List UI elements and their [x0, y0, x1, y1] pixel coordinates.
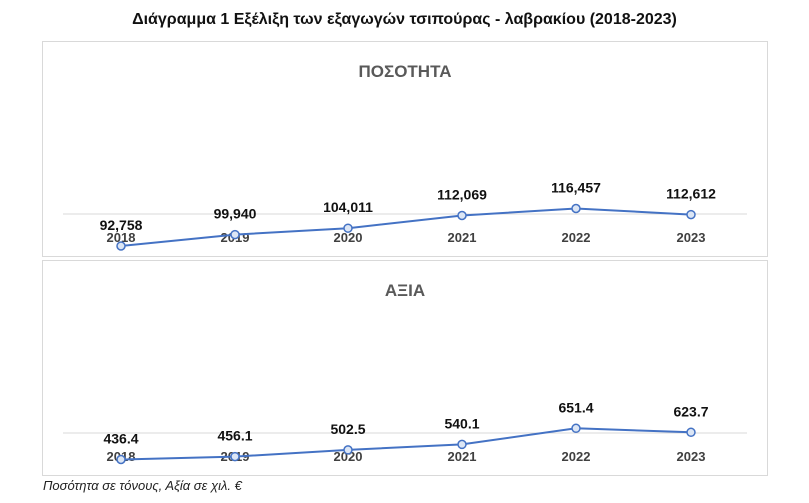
- value-data-point: [343, 445, 353, 455]
- quantity-data-label: 112,069: [437, 187, 487, 203]
- value-data-label: 540.1: [444, 415, 479, 431]
- quantity-data-label: 112,612: [666, 186, 716, 202]
- quantity-data-point: [116, 241, 126, 251]
- quantity-chart-title: ΠΟΣΟΤΗΤΑ: [359, 62, 452, 81]
- value-data-label: 502.5: [330, 421, 365, 437]
- value-data-point: [571, 423, 581, 434]
- value-data-label: 651.4: [558, 399, 593, 415]
- quantity-data-label: 116,457: [551, 180, 601, 196]
- value-data-label: 456.1: [217, 428, 252, 444]
- value-data-point: [230, 451, 240, 462]
- quantity-data-point: [686, 209, 696, 220]
- value-data-point: [116, 454, 126, 465]
- quantity-chart-panel: ΠΟΣΟΤΗΤΑ20182019202020212022202392,75899…: [42, 41, 768, 257]
- value-data-label: 623.7: [673, 403, 708, 419]
- units-footnote: Ποσότητα σε τόνους, Αξία σε χιλ. €: [43, 478, 242, 493]
- value-series-line: [120, 427, 692, 461]
- quantity-data-point: [571, 203, 581, 214]
- value-tick-label: 2022: [562, 449, 591, 464]
- quantity-data-label: 104,011: [323, 199, 373, 215]
- value-line-chart: ΑΞΙΑ201820192020202120222023436.4456.150…: [63, 281, 747, 465]
- value-tick-label: 2020: [334, 449, 363, 464]
- quantity-tick-label: 2022: [562, 230, 591, 245]
- value-tick-label: 2021: [448, 449, 477, 464]
- quantity-tick-label: 2023: [677, 230, 706, 245]
- quantity-tick-label: 2021: [448, 230, 477, 245]
- quantity-line-chart: ΠΟΣΟΤΗΤΑ20182019202020212022202392,75899…: [63, 62, 747, 251]
- quantity-tick-label: 2018: [107, 230, 136, 245]
- figure-title: Διάγραμμα 1 Εξέλιξη των εξαγωγών τσιπούρ…: [132, 11, 677, 28]
- quantity-tick-label: 2020: [334, 230, 363, 245]
- value-data-point: [457, 439, 467, 450]
- quantity-data-point: [230, 229, 240, 240]
- value-chart-title: ΑΞΙΑ: [385, 281, 425, 300]
- value-tick-label: 2023: [677, 449, 706, 464]
- quantity-data-point: [343, 223, 353, 233]
- value-data-point: [686, 427, 696, 438]
- quantity-data-label: 92,758: [100, 217, 143, 233]
- quantity-data-point: [457, 210, 467, 221]
- value-chart-panel: ΑΞΙΑ201820192020202120222023436.4456.150…: [42, 260, 768, 476]
- quantity-data-label: 99,940: [214, 206, 257, 222]
- quantity-series-line: [120, 207, 692, 247]
- value-data-label: 436.4: [103, 431, 138, 447]
